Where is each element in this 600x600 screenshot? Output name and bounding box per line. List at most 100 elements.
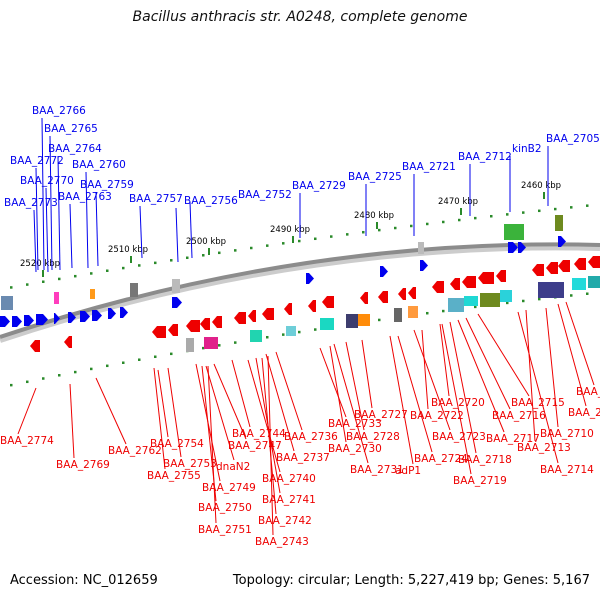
reverse-gene-arrow[interactable] — [398, 288, 406, 300]
bottom-gene-label[interactable]: BAA_2762 — [108, 445, 162, 457]
domain-block[interactable] — [504, 224, 524, 240]
domain-block[interactable] — [346, 314, 358, 328]
top-gene-label[interactable]: BAA_2765 — [44, 123, 98, 135]
bottom-gene-label[interactable]: BAA_2724 — [414, 453, 468, 465]
reverse-gene-arrow[interactable] — [478, 272, 494, 284]
reverse-gene-arrow[interactable] — [360, 292, 368, 304]
domain-block[interactable] — [250, 330, 262, 342]
top-gene-label[interactable]: BAA_2721 — [402, 161, 456, 173]
reverse-gene-arrow[interactable] — [588, 256, 600, 268]
top-gene-label[interactable]: BAA_2705 — [546, 133, 600, 145]
reverse-gene-arrow[interactable] — [574, 258, 586, 270]
forward-gene-arrow[interactable] — [68, 312, 76, 323]
reverse-gene-arrow[interactable] — [234, 312, 246, 324]
bottom-gene-label[interactable]: BAA_2754 — [150, 438, 204, 450]
bottom-gene-label[interactable]: BAA_2723 — [432, 431, 486, 443]
bottom-gene-label[interactable]: BAA_2774 — [0, 435, 54, 447]
domain-block[interactable] — [358, 314, 370, 326]
domain-block[interactable] — [320, 318, 334, 330]
domain-block[interactable] — [448, 298, 464, 312]
reverse-gene-arrow[interactable] — [152, 326, 166, 338]
bottom-gene-label[interactable]: BAA_2717 — [486, 433, 540, 445]
top-gene-label[interactable]: BAA_2729 — [292, 180, 346, 192]
bottom-gene-label[interactable]: BAA_2733 — [328, 418, 382, 430]
forward-gene-arrow[interactable] — [518, 242, 526, 253]
reverse-gene-arrow[interactable] — [546, 262, 558, 274]
forward-gene-arrow[interactable] — [92, 310, 102, 321]
top-gene-label[interactable]: BAA_2773 — [4, 197, 58, 209]
bottom-gene-label[interactable]: BAA_2736 — [284, 431, 338, 443]
domain-block[interactable] — [394, 308, 402, 322]
forward-gene-arrow[interactable] — [508, 242, 518, 253]
bottom-gene-label[interactable]: BAA_2714 — [540, 464, 594, 476]
bottom-gene-label[interactable]: BAA_2753 — [163, 458, 217, 470]
domain-block[interactable] — [1, 296, 13, 310]
bottom-gene-label[interactable]: BAA_2710 — [540, 428, 594, 440]
bottom-gene-label[interactable]: BAA_2727 — [354, 409, 408, 421]
bottom-gene-label[interactable]: BAA_2737 — [276, 452, 330, 464]
forward-gene-arrow[interactable] — [120, 307, 128, 318]
reverse-gene-arrow[interactable] — [30, 340, 40, 352]
forward-gene-arrow[interactable] — [36, 314, 48, 325]
reverse-gene-arrow[interactable] — [284, 303, 292, 315]
bottom-gene-label[interactable]: BAA_2718 — [458, 454, 512, 466]
domain-block[interactable] — [418, 242, 424, 254]
domain-block[interactable] — [186, 338, 194, 352]
domain-block[interactable] — [130, 283, 138, 297]
bottom-gene-label[interactable]: BAA_2716 — [492, 410, 546, 422]
top-gene-label[interactable]: BAA_2756 — [184, 195, 238, 207]
top-gene-label[interactable]: BAA_2772 — [10, 155, 64, 167]
bottom-gene-label[interactable]: BAA_2741 — [262, 494, 316, 506]
bottom-gene-label[interactable]: BAA_2749 — [202, 482, 256, 494]
reverse-gene-arrow[interactable] — [450, 278, 460, 290]
top-gene-label[interactable]: BAA_2725 — [348, 171, 402, 183]
reverse-gene-arrow[interactable] — [186, 320, 200, 332]
domain-block[interactable] — [588, 276, 600, 288]
reverse-gene-arrow[interactable] — [212, 316, 222, 328]
forward-gene-arrow[interactable] — [12, 316, 22, 327]
top-gene-label[interactable]: BAA_2752 — [238, 189, 292, 201]
reverse-gene-arrow[interactable] — [558, 260, 570, 272]
top-gene-label[interactable]: BAA_2764 — [48, 143, 102, 155]
bottom-gene-label[interactable]: BAA_2720 — [431, 397, 485, 409]
top-gene-label[interactable]: BAA_2757 — [129, 193, 183, 205]
domain-block[interactable] — [480, 293, 500, 307]
bottom-gene-label[interactable]: BAA_2728 — [346, 431, 400, 443]
forward-gene-arrow[interactable] — [380, 266, 388, 277]
bottom-gene-label[interactable]: BAA_2713 — [517, 442, 571, 454]
reverse-gene-arrow[interactable] — [200, 318, 210, 330]
bottom-gene-label[interactable]: BAA_2743 — [255, 536, 309, 548]
domain-block[interactable] — [90, 289, 95, 299]
bottom-gene-label[interactable]: BAA_2731 — [350, 464, 404, 476]
bottom-gene-label[interactable]: BAA_2722 — [410, 410, 464, 422]
reverse-gene-arrow[interactable] — [378, 291, 388, 303]
bottom-gene-label[interactable]: BAA_2744 — [232, 428, 286, 440]
forward-gene-arrow[interactable] — [0, 316, 10, 327]
reverse-gene-arrow[interactable] — [432, 281, 444, 293]
domain-block[interactable] — [555, 215, 563, 231]
reverse-gene-arrow[interactable] — [64, 336, 72, 348]
bottom-gene-label[interactable]: BAA_2742 — [258, 515, 312, 527]
domain-block[interactable] — [172, 279, 180, 293]
top-gene-label[interactable]: kinB2 — [512, 143, 542, 155]
bottom-gene-label[interactable]: BAA_2709 — [568, 407, 600, 419]
reverse-gene-arrow[interactable] — [532, 264, 544, 276]
reverse-gene-arrow[interactable] — [496, 270, 506, 282]
reverse-gene-arrow[interactable] — [168, 324, 178, 336]
forward-gene-arrow[interactable] — [306, 273, 314, 284]
forward-gene-arrow[interactable] — [172, 297, 182, 308]
bottom-gene-label[interactable]: BAA_2769 — [56, 459, 110, 471]
forward-gene-arrow[interactable] — [108, 308, 116, 319]
top-gene-label[interactable]: BAA_2766 — [32, 105, 86, 117]
forward-gene-arrow[interactable] — [54, 313, 60, 324]
domain-block[interactable] — [286, 326, 296, 336]
domain-block[interactable] — [54, 292, 59, 304]
bottom-gene-label[interactable]: BAA_2747 — [228, 440, 282, 452]
bottom-gene-label[interactable]: BAA_2740 — [262, 473, 316, 485]
forward-gene-arrow[interactable] — [24, 315, 34, 326]
bottom-gene-label[interactable]: BAA_2750 — [198, 502, 252, 514]
bottom-gene-label[interactable]: adP1 — [395, 465, 421, 477]
forward-gene-arrow[interactable] — [80, 311, 90, 322]
bottom-gene-label[interactable]: dnaN2 — [216, 461, 250, 473]
reverse-gene-arrow[interactable] — [462, 276, 476, 288]
